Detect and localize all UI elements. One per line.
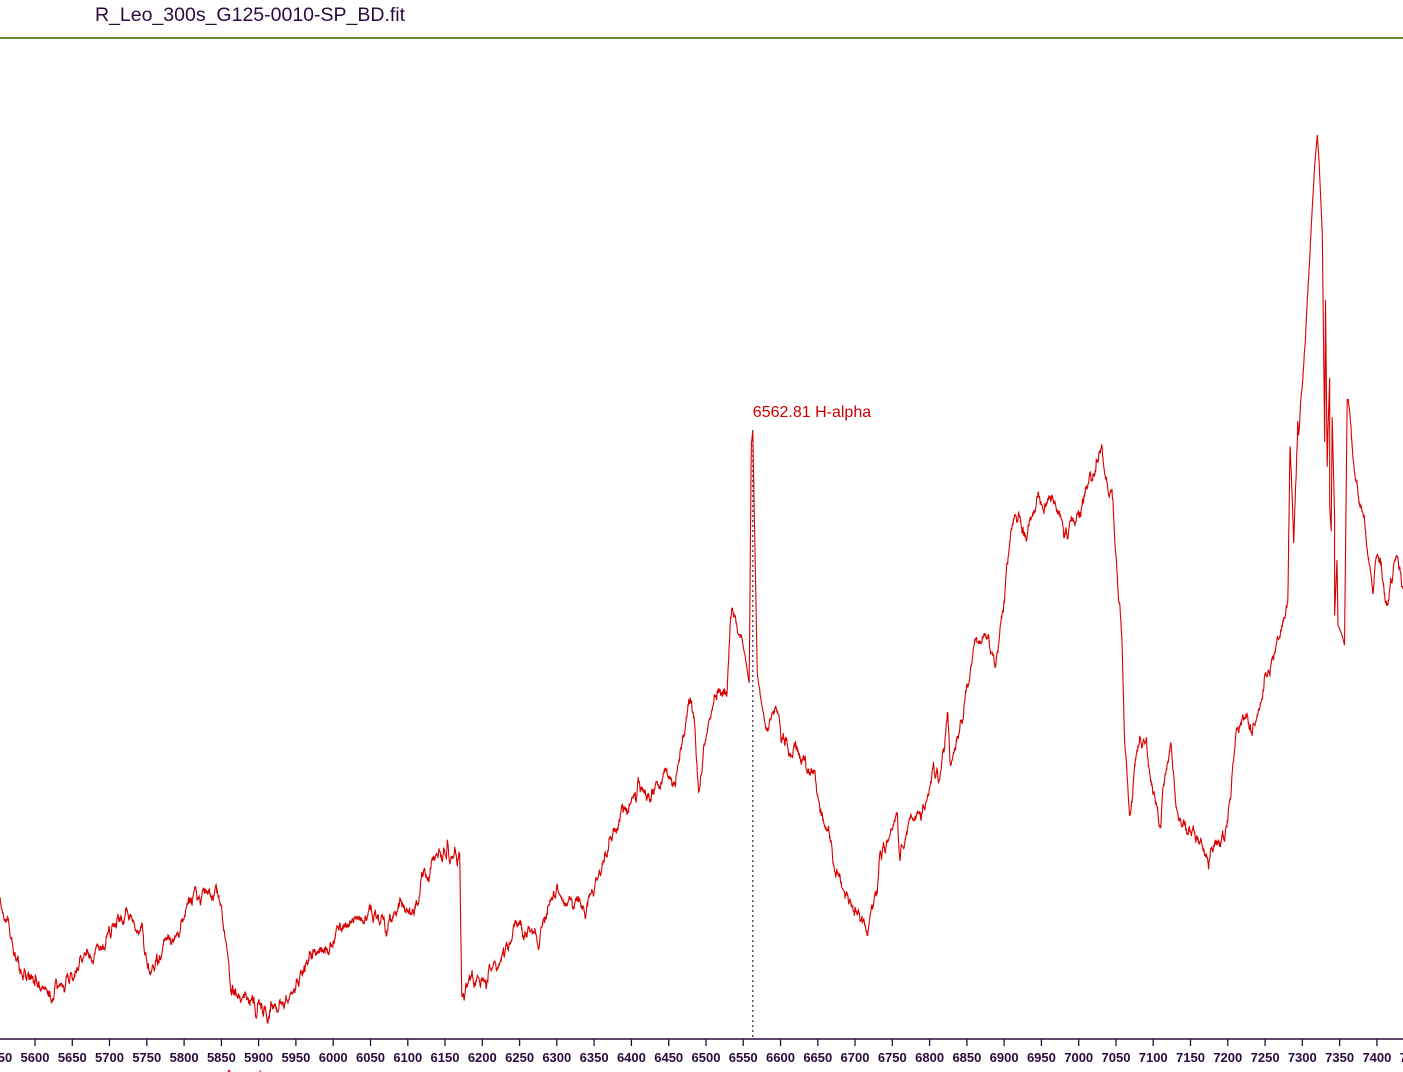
- svg-text:6900: 6900: [990, 1050, 1019, 1065]
- svg-text:6550: 6550: [729, 1050, 758, 1065]
- svg-text:7400: 7400: [1362, 1050, 1391, 1065]
- svg-text:6350: 6350: [580, 1050, 609, 1065]
- svg-text:5650: 5650: [58, 1050, 87, 1065]
- svg-text:6562.81 H-alpha: 6562.81 H-alpha: [753, 404, 871, 421]
- svg-text:7200: 7200: [1213, 1050, 1242, 1065]
- svg-text:6600: 6600: [766, 1050, 795, 1065]
- svg-text:6700: 6700: [841, 1050, 870, 1065]
- svg-text:6450: 6450: [654, 1050, 683, 1065]
- svg-text:7300: 7300: [1288, 1050, 1317, 1065]
- svg-text:6150: 6150: [431, 1050, 460, 1065]
- svg-text:6250: 6250: [505, 1050, 534, 1065]
- svg-text:5900: 5900: [244, 1050, 273, 1065]
- svg-text:7000: 7000: [1064, 1050, 1093, 1065]
- svg-text:7350: 7350: [1325, 1050, 1354, 1065]
- svg-text:6650: 6650: [803, 1050, 832, 1065]
- svg-text:5950: 5950: [281, 1050, 310, 1065]
- svg-text:6950: 6950: [1027, 1050, 1056, 1065]
- svg-text:7050: 7050: [1102, 1050, 1131, 1065]
- svg-text:6100: 6100: [393, 1050, 422, 1065]
- svg-text:6300: 6300: [542, 1050, 571, 1065]
- svg-text:7250: 7250: [1251, 1050, 1280, 1065]
- svg-text:5750: 5750: [132, 1050, 161, 1065]
- svg-text:Angstroms: Angstroms: [224, 1067, 296, 1072]
- svg-text:5800: 5800: [170, 1050, 199, 1065]
- svg-text:6850: 6850: [952, 1050, 981, 1065]
- svg-text:6800: 6800: [915, 1050, 944, 1065]
- svg-text:5550: 5550: [0, 1050, 12, 1065]
- svg-text:6200: 6200: [468, 1050, 497, 1065]
- svg-text:5850: 5850: [207, 1050, 236, 1065]
- svg-text:7150: 7150: [1176, 1050, 1205, 1065]
- svg-text:5600: 5600: [21, 1050, 50, 1065]
- svg-text:6400: 6400: [617, 1050, 646, 1065]
- svg-text:6050: 6050: [356, 1050, 385, 1065]
- svg-text:6000: 6000: [319, 1050, 348, 1065]
- svg-text:6750: 6750: [878, 1050, 907, 1065]
- svg-text:6500: 6500: [692, 1050, 721, 1065]
- svg-text:5700: 5700: [95, 1050, 124, 1065]
- svg-text:7100: 7100: [1139, 1050, 1168, 1065]
